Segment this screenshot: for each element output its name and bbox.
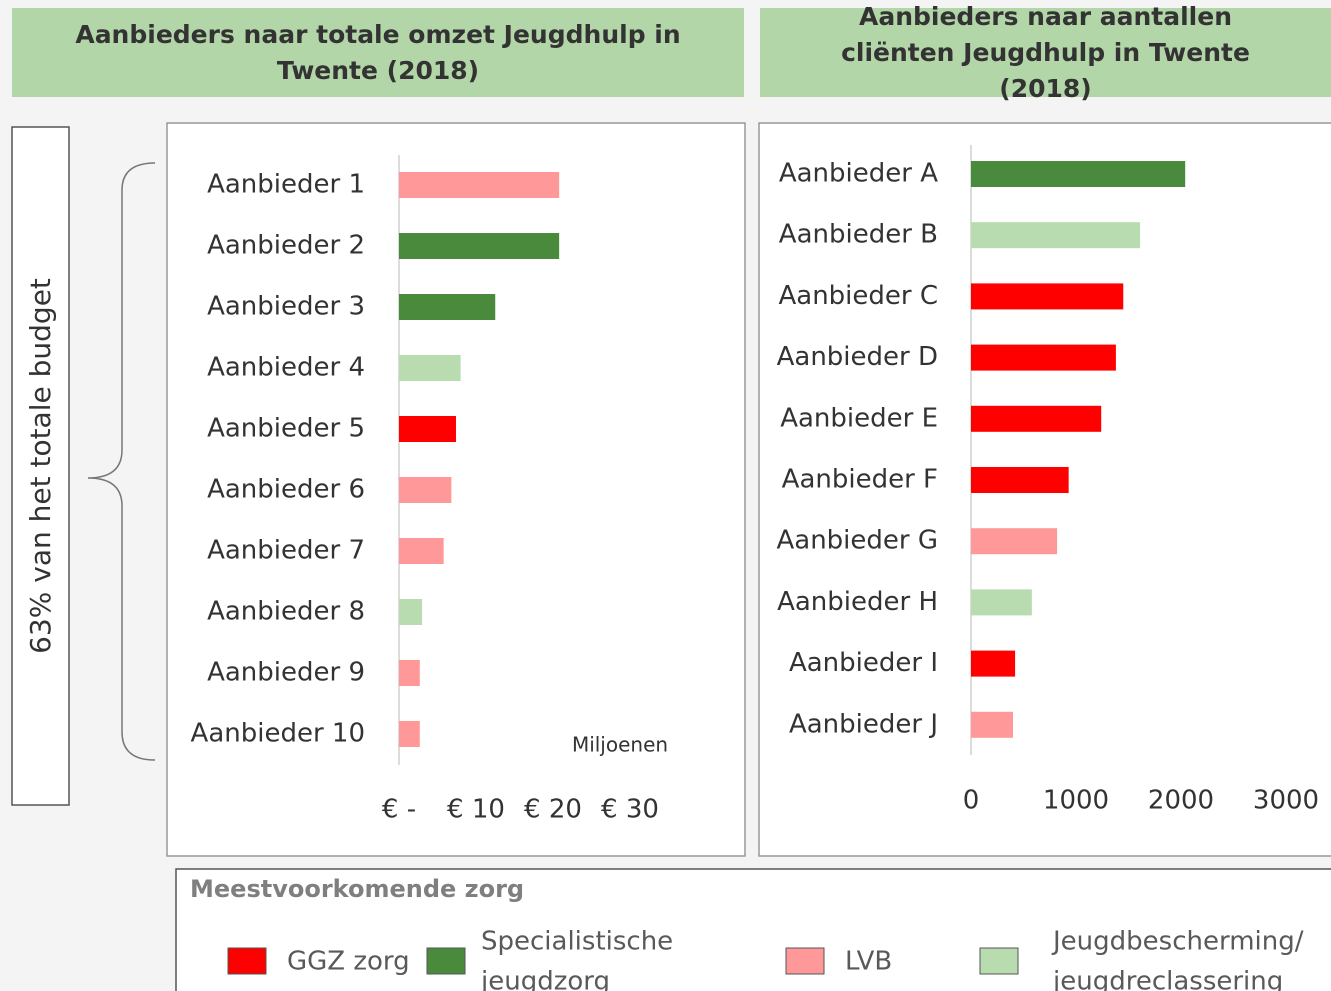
bar (971, 589, 1032, 616)
legend-label: jeugdreclassering (1052, 967, 1283, 991)
y-tick-label: Aanbieder 3 (207, 292, 365, 322)
bar (971, 161, 1186, 187)
y-tick-label: Aanbieder D (777, 342, 938, 372)
legend-title: Meestvoorkomende zorg (190, 875, 524, 903)
bracket (87, 162, 156, 761)
legend-label: GGZ zorg (287, 947, 410, 977)
bar (399, 477, 452, 503)
y-tick-label: Aanbieder H (777, 587, 938, 617)
y-tick-label: Aanbieder 4 (207, 353, 365, 383)
bar (399, 721, 420, 747)
x-tick-label: € 10 (447, 795, 505, 825)
bar (971, 467, 1069, 493)
legend-swatch (227, 947, 267, 975)
legend-label: Jeugdbescherming/ (1051, 927, 1304, 957)
y-tick-label: Aanbieder F (782, 465, 938, 495)
y-tick-label: Aanbieder 10 (191, 719, 365, 749)
bar (399, 660, 420, 686)
bar (399, 355, 461, 381)
side-label: 63% van het totale budget (24, 278, 57, 654)
bar (971, 711, 1013, 738)
legend-label: jeugdzorg (480, 967, 610, 991)
bar (971, 650, 1016, 677)
x-tick-label: € 20 (524, 795, 582, 825)
y-tick-label: Aanbieder 9 (207, 658, 365, 688)
legend-label: Specialistische (481, 927, 673, 957)
x-tick-label: 1000 (1043, 786, 1109, 816)
y-tick-label: Aanbieder J (789, 709, 938, 739)
y-tick-label: Aanbieder 8 (207, 597, 365, 627)
y-tick-label: Aanbieder B (779, 220, 938, 250)
y-tick-label: Aanbieder C (778, 281, 938, 311)
bar (399, 416, 456, 442)
y-tick-label: Aanbieder G (776, 526, 938, 556)
legend-box (175, 868, 1331, 991)
bar (399, 599, 423, 625)
y-tick-label: Aanbieder E (780, 403, 938, 433)
bar (399, 233, 560, 259)
y-tick-label: Aanbieder 2 (207, 231, 365, 261)
legend-swatch (785, 947, 825, 975)
bar (971, 405, 1102, 432)
chart-title: Aanbieders naar totale omzet Jeugdhulp i… (12, 8, 744, 97)
x-tick-label: 3000 (1253, 786, 1319, 816)
legend-label: LVB (845, 947, 892, 977)
y-tick-label: Aanbieder 1 (207, 170, 365, 200)
legend-swatch (979, 947, 1019, 975)
bar (399, 294, 496, 320)
y-tick-label: Aanbieder 6 (207, 475, 365, 505)
chart-title: Aanbieders naar aantallen cliënten Jeugd… (760, 2, 1331, 103)
bar (971, 528, 1058, 555)
side-box (11, 126, 70, 806)
bar (971, 222, 1141, 249)
bar (971, 283, 1124, 310)
axis-note: Miljoenen (572, 733, 668, 757)
y-tick-label: Aanbieder 7 (207, 536, 365, 566)
x-tick-label: € 30 (601, 795, 659, 825)
bar (399, 172, 560, 198)
legend-swatch (426, 947, 466, 975)
bar (971, 344, 1116, 371)
y-tick-label: Aanbieder I (789, 648, 938, 678)
y-tick-label: Aanbieder A (779, 159, 938, 189)
x-tick-label: € - (382, 795, 416, 825)
bar (399, 538, 444, 564)
y-tick-label: Aanbieder 5 (207, 414, 365, 444)
x-tick-label: 0 (963, 786, 980, 816)
x-tick-label: 2000 (1148, 786, 1214, 816)
